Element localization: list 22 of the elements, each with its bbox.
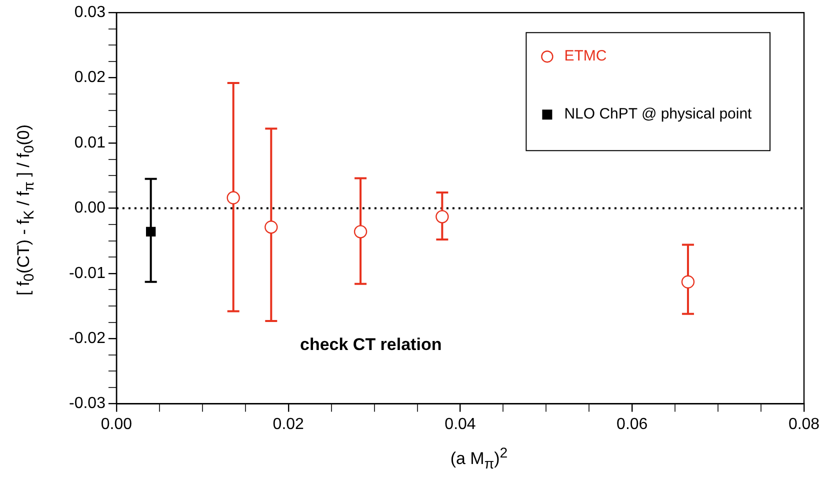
- x-tick-label: 0.08: [788, 416, 820, 433]
- y-tick-label: 0.01: [74, 134, 106, 152]
- x-tick-label: 0.02: [272, 416, 304, 433]
- x-tick-label: 0.06: [616, 416, 648, 433]
- annotation: check CT relation: [300, 334, 442, 354]
- x-tick-label: 0.04: [444, 416, 476, 433]
- y-tick-label: -0.01: [69, 264, 106, 282]
- y-tick-label: -0.03: [69, 395, 106, 412]
- x-tick-label: 0.00: [100, 416, 132, 433]
- point: [354, 225, 368, 238]
- point: [226, 191, 240, 204]
- y-tick-label: 0.00: [74, 200, 106, 217]
- legend-label: ETMC: [564, 48, 607, 65]
- y-tick-label: 0.03: [74, 4, 106, 22]
- legend-label: NLO ChPT @ physical point: [564, 106, 753, 123]
- y-tick-label: -0.02: [69, 330, 106, 348]
- y-tick-label: 0.02: [74, 69, 106, 86]
- point: [436, 210, 449, 224]
- x-axis-title: (a M$_{π}$)$^{2}$: [450, 445, 508, 472]
- point: [146, 226, 156, 237]
- point: [264, 220, 278, 234]
- point: [681, 275, 695, 288]
